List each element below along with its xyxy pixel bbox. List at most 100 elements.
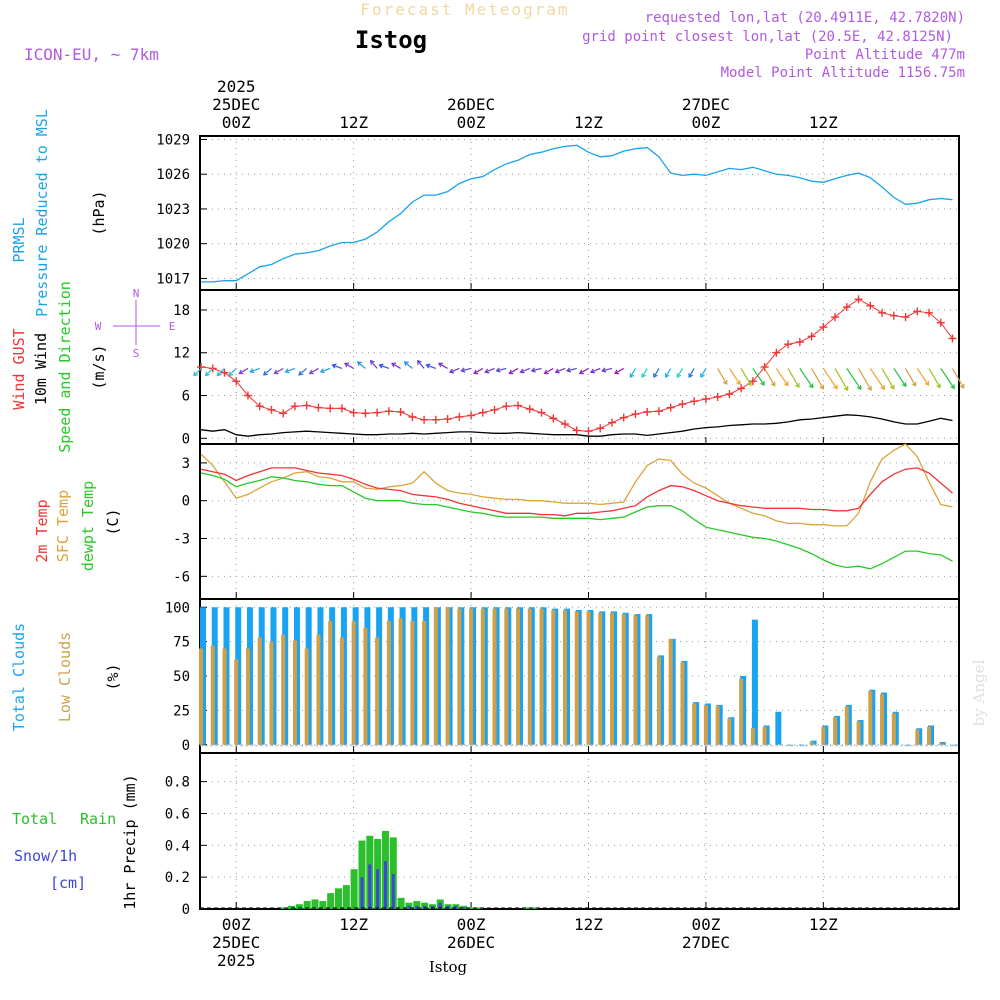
low-cloud-bar: [927, 726, 932, 745]
gust-marker: [384, 407, 393, 416]
wind-arrow-shaft: [951, 368, 965, 389]
wind-arrow-head: [216, 371, 222, 377]
wind-arrow-head: [688, 373, 693, 379]
snow-bar: [360, 877, 364, 909]
gust-marker: [326, 404, 335, 413]
gust-marker: [267, 405, 276, 414]
wind-arrow-head: [238, 369, 244, 375]
wind-arrow: [378, 363, 390, 369]
watermark: by Angel: [970, 659, 988, 726]
wind-arrow-head: [331, 363, 337, 369]
wind-arrow-shaft: [858, 368, 872, 391]
wind-arrow: [308, 367, 319, 375]
wind-arrow: [893, 368, 907, 388]
wind-arrow-head: [664, 373, 670, 379]
wind-arrow-head: [676, 373, 682, 379]
wind-arrow-shaft: [881, 368, 895, 390]
gust-marker: [925, 308, 934, 317]
rain-bar: [413, 901, 421, 909]
low-cloud-bar: [880, 693, 885, 745]
wind-arrow-shaft: [250, 367, 260, 373]
wind-arrow-head: [308, 369, 314, 375]
gust-marker: [279, 409, 288, 418]
wind-arrow-head: [473, 369, 479, 375]
wind-arrow: [390, 362, 401, 369]
wind-arrow-head: [416, 359, 422, 365]
dewpt-label: dewpt Temp: [79, 481, 97, 571]
compass-icon: N S W E: [95, 287, 176, 360]
low-cloud-bar: [457, 608, 462, 745]
total-cloud-bar: [751, 619, 758, 745]
low-cloud-bar: [304, 648, 309, 745]
rain-bar: [405, 902, 413, 909]
wind-arrow-shaft: [263, 367, 272, 376]
gust-marker: [948, 334, 957, 343]
wind-arrow: [858, 368, 872, 392]
wind-arrow-head: [747, 381, 752, 387]
cm-label: [cm]: [50, 874, 86, 892]
wind-arrow: [554, 367, 566, 374]
wind-arrow: [484, 367, 495, 374]
wind-arrow-shaft: [404, 361, 413, 369]
hpa-label: (hPa): [90, 190, 108, 235]
rain-bar: [334, 888, 342, 909]
gridpoint-coords: grid point closest lon,lat (20.5E, 42.81…: [582, 29, 953, 45]
gust-marker: [255, 402, 264, 411]
gust-marker: [748, 377, 757, 386]
top-time-hour: 00Z: [457, 113, 486, 132]
wind-arrow-shaft: [344, 362, 354, 369]
total-label: Total: [12, 810, 57, 828]
wind-arrow-head: [403, 361, 409, 366]
low-cloud-bar: [868, 691, 873, 745]
y-tick-label: 100: [165, 600, 190, 616]
wind-arrow-head: [449, 368, 455, 374]
wind-arrow-shaft: [531, 367, 542, 372]
wind-arrow: [216, 368, 225, 377]
wind-arrow-head: [760, 380, 765, 386]
ms-label: (m/s): [90, 344, 108, 389]
gust-marker: [678, 400, 687, 409]
low-cloud-bar: [386, 621, 391, 745]
low-cloud-bar: [281, 634, 286, 745]
top-time-date: 25DEC: [212, 95, 260, 114]
gust-marker: [631, 410, 640, 419]
y-tick-label: 1020: [156, 237, 190, 253]
compass-n: N: [133, 287, 140, 300]
snow-bar: [438, 902, 442, 909]
pct-label: (%): [104, 663, 122, 690]
gust-marker: [549, 414, 558, 423]
low-cloud-bar: [234, 659, 239, 745]
gust-marker: [349, 408, 358, 417]
low-cloud-bar: [609, 612, 614, 745]
wind-arrow-head: [578, 369, 584, 375]
low-cloud-bar: [492, 608, 497, 745]
low-cloud-bar: [938, 743, 943, 745]
wind-arrow: [249, 367, 260, 374]
wind-arrow-shaft: [205, 368, 214, 376]
wind-arrow-shaft: [193, 368, 202, 376]
wind-arrow: [811, 368, 825, 390]
gust-marker: [443, 415, 452, 424]
top-time-date: 27DEC: [682, 95, 730, 114]
wind-arrow: [752, 368, 765, 386]
rain-bar: [530, 907, 538, 909]
gust-marker: [666, 403, 675, 412]
wind-arrow-head: [889, 384, 895, 390]
rain-bar: [280, 907, 288, 909]
wind-arrow: [369, 359, 378, 369]
wind-arrow: [298, 367, 308, 376]
top-time-label: 12Z: [574, 113, 603, 132]
t2m-line: [200, 467, 953, 517]
rain-label: Rain: [80, 810, 116, 828]
wind-arrow-shaft: [787, 368, 800, 388]
wind-arrow: [331, 363, 343, 369]
wind-arrow-shaft: [602, 367, 613, 372]
low-cloud-bar: [433, 607, 438, 745]
gust-marker: [561, 420, 570, 429]
wind-arrow-head: [204, 371, 210, 377]
snow-bar: [407, 905, 411, 909]
top-time-hour: 12Z: [339, 113, 368, 132]
